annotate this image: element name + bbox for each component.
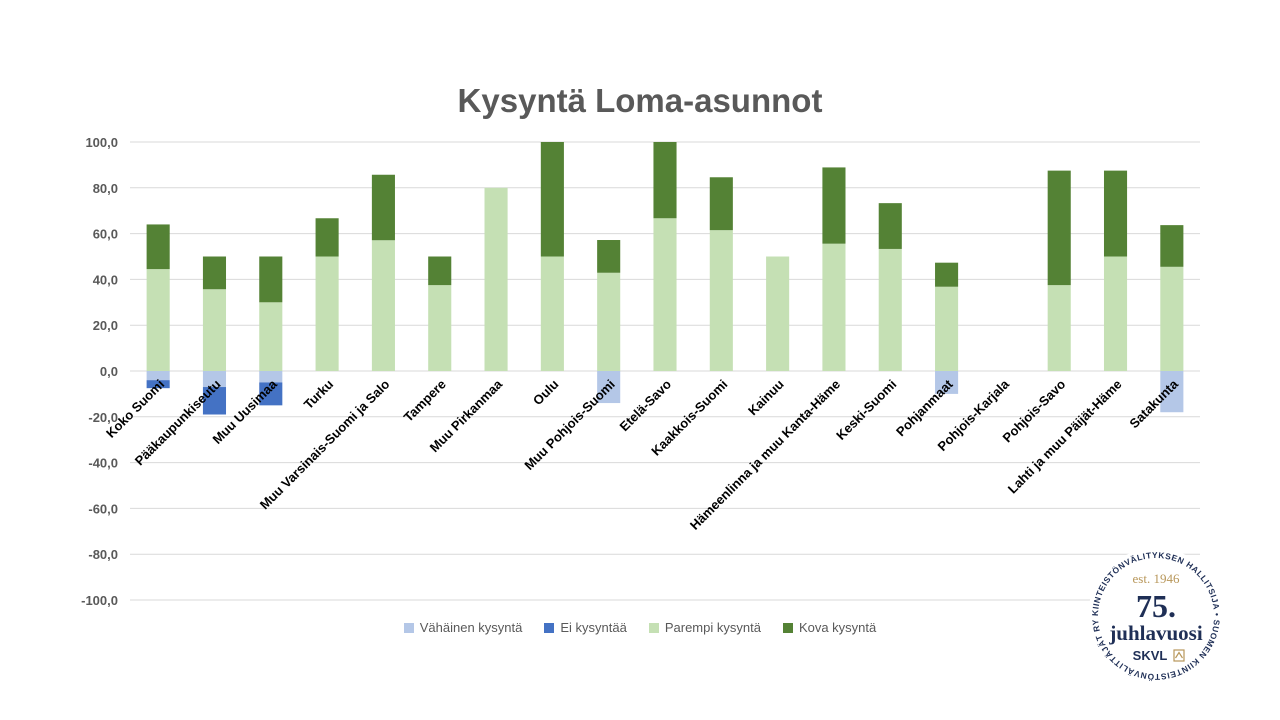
- bar-segment: [1047, 285, 1071, 371]
- bar-segment: [202, 387, 227, 415]
- badge-number: 75.: [1136, 588, 1176, 624]
- x-tick-label: Turku: [301, 376, 337, 412]
- anniversary-badge: KIINTEISTÖNVÄLITYKSEN HALLITSIJA • SUOME…: [1086, 546, 1224, 684]
- bar-segment: [371, 174, 395, 241]
- y-tick-label: 20,0: [93, 318, 118, 333]
- bar-segment: [878, 203, 902, 249]
- legend-swatch: [648, 622, 659, 633]
- x-tick-label: Tampere: [401, 377, 449, 425]
- y-tick-label: -100,0: [81, 593, 118, 608]
- bar-segment: [1103, 256, 1128, 371]
- bar-segment: [935, 371, 959, 394]
- legend-label: Ei kysyntää: [560, 620, 627, 635]
- bar-segment: [146, 269, 170, 371]
- bar-segment: [1103, 170, 1128, 257]
- y-tick-label: 60,0: [93, 227, 118, 242]
- bar-segment: [259, 302, 283, 371]
- legend-item: Ei kysyntää: [544, 620, 627, 635]
- badge-est-text: est. 1946: [1133, 571, 1180, 586]
- bar-segment: [653, 142, 677, 219]
- bar-segment: [202, 289, 227, 371]
- bar-segment: [822, 243, 846, 371]
- legend: Vähäinen kysyntä Ei kysyntää Parempi kysyn…: [0, 620, 1280, 635]
- bar-segment: [935, 262, 959, 287]
- bar-segment: [371, 240, 395, 371]
- house-roof-icon: [1174, 651, 1184, 659]
- bar-segment: [540, 256, 564, 371]
- bar-segment: [540, 142, 564, 257]
- y-tick-label: 100,0: [85, 135, 118, 150]
- y-tick-label: -60,0: [88, 501, 118, 516]
- bar-segment: [259, 371, 283, 383]
- x-tick-label: Oulu: [530, 376, 562, 408]
- x-tick-label: Etelä-Savo: [617, 376, 675, 434]
- bar-segment: [1160, 266, 1184, 371]
- bar-segment: [597, 240, 621, 273]
- badge-word: juhlavuosi: [1108, 621, 1203, 645]
- legend-swatch: [403, 622, 414, 633]
- bar-segment: [597, 272, 621, 371]
- y-tick-label: 80,0: [93, 181, 118, 196]
- legend-swatch: [544, 622, 555, 633]
- x-tick-label: Lahti ja muu Päijät-Häme: [1005, 377, 1125, 497]
- y-tick-label: 0,0: [100, 364, 118, 379]
- legend-swatch: [782, 622, 793, 633]
- bar-segment: [878, 248, 902, 371]
- stacked-bar-chart: 100,0 80,0 60,0 40,0 20,0 0,0 -20,0 -40,0 -60,0 -…: [81, 135, 1200, 608]
- bar-segment: [766, 256, 790, 371]
- bar-segment: [202, 371, 227, 388]
- bar-segment: [822, 167, 846, 244]
- legend-item: Kova kysyntä: [782, 620, 877, 635]
- bar-segment: [1160, 225, 1184, 267]
- bar-segment: [146, 380, 170, 389]
- badge-brand: SKVL: [1133, 648, 1168, 663]
- bar-segment: [146, 224, 170, 270]
- bar-segment: [653, 218, 677, 371]
- legend-label: Vähäinen kysyntä: [419, 620, 523, 635]
- chart-title: Kysyntä Loma-asunnot: [457, 82, 823, 119]
- y-tick-label: -20,0: [88, 410, 118, 425]
- bar-segment: [597, 371, 621, 404]
- bar-segment: [1160, 371, 1184, 413]
- house-logo-icon: [1173, 649, 1185, 662]
- bar-segment: [484, 187, 508, 371]
- bar-segment: [428, 256, 452, 286]
- bar-segment: [315, 256, 339, 371]
- bar-segment: [259, 256, 283, 303]
- bar-segment: [1047, 170, 1071, 286]
- x-tick-label: Kainuu: [745, 376, 787, 418]
- bar-segment: [146, 371, 170, 381]
- legend-item: Vähäinen kysyntä: [403, 620, 523, 635]
- bar-segment: [935, 286, 959, 371]
- x-tick-label: Keski-Suomi: [833, 377, 899, 443]
- legend-label: Parempi kysyntä: [664, 620, 761, 635]
- y-tick-label: 40,0: [93, 272, 118, 287]
- bar-segment: [202, 256, 227, 290]
- bar-segment: [259, 382, 283, 406]
- x-tick-label: Pohjanmaat: [893, 376, 956, 439]
- y-tick-label: -80,0: [88, 547, 118, 562]
- bar-segment: [709, 177, 733, 231]
- legend-item: Parempi kysyntä: [648, 620, 761, 635]
- bar-segment: [428, 285, 452, 371]
- y-tick-label: -40,0: [88, 456, 118, 471]
- bar-segment: [315, 218, 339, 257]
- bar-segment: [709, 230, 733, 371]
- legend-label: Kova kysyntä: [798, 620, 877, 635]
